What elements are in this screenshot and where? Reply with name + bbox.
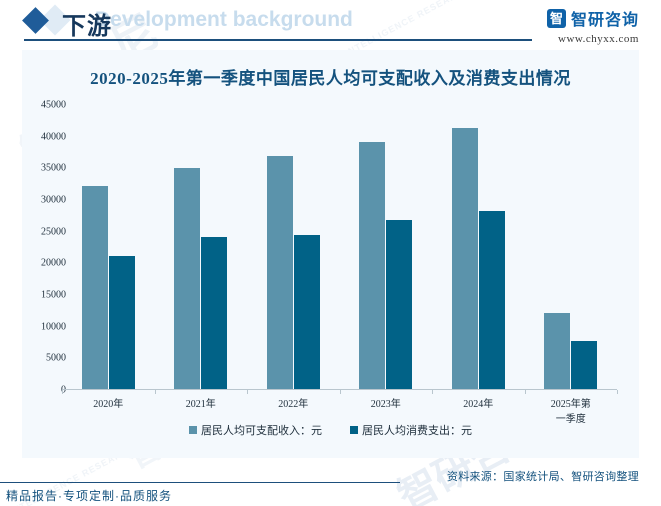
bar — [571, 340, 598, 390]
y-axis-tick-label: 35000 — [41, 162, 66, 174]
legend-swatch-icon — [350, 426, 358, 434]
brand-url: www.chyxx.com — [558, 33, 639, 45]
x-axis-ticks — [62, 105, 618, 394]
x-axis-tick — [154, 390, 156, 394]
brand-logo-icon: 智 — [546, 8, 566, 28]
chart-plot-area: 0 5000 10000 15000 20000 25000 30000 35000 40000… — [41, 100, 618, 396]
bar — [81, 186, 108, 390]
bar — [174, 167, 201, 390]
legend-swatch-icon — [189, 426, 197, 434]
header-divider — [24, 39, 532, 41]
x-axis-tick — [432, 390, 433, 394]
y-axis-tick-label: 30000 — [41, 194, 66, 206]
y-axis-tick-label: 45000 — [41, 99, 66, 111]
header-ghost-title: Development background — [95, 8, 353, 31]
header-title: 下游 — [62, 14, 112, 40]
source-note: 资料来源：国家统计局、智研咨询整理 — [446, 471, 639, 483]
x-axis-tick-label: 2021年 — [185, 399, 216, 410]
x-axis-tick — [524, 390, 526, 394]
y-axis-tick-label: 25000 — [41, 226, 66, 238]
y-axis-tick-label: 5000 — [46, 352, 66, 364]
brand-name: 智研咨询 — [570, 12, 639, 29]
bar — [293, 234, 320, 390]
bar — [359, 141, 386, 390]
bar — [451, 128, 478, 390]
legend-label: 居民人均消费支出：元 — [362, 425, 472, 437]
chart-title: 2020-2025年第一季度中国居民人均可支配收入及消费支出情况 — [90, 69, 571, 88]
y-axis: 0 5000 10000 15000 20000 25000 30000 35000 40000… — [41, 100, 617, 396]
x-axis-labels: 2020年 2021年 2022年 2023年 2024年 2025年第一季度 — [62, 395, 617, 425]
x-axis-tick — [617, 390, 618, 394]
bar — [478, 211, 505, 390]
bar — [544, 312, 571, 390]
diamond-bullet-icon — [22, 7, 49, 34]
x-axis-tick-label: 2023年 — [370, 399, 401, 410]
legend-item[interactable]: 居民人均可支配收入：元 — [189, 422, 322, 438]
x-axis-tick-label: 2025年第一季度 — [550, 399, 591, 425]
bar — [108, 255, 135, 390]
bar — [266, 156, 293, 390]
chart-card: 2020-2025年第一季度中国居民人均可支配收入及消费支出情况 0 5000 10… — [22, 50, 639, 458]
y-axis-tick-label: 40000 — [41, 131, 66, 143]
x-axis-tick — [62, 390, 63, 394]
legend-label: 居民人均可支配收入：元 — [201, 425, 322, 437]
bars-layer — [62, 105, 617, 390]
x-axis-line — [62, 389, 617, 390]
footer-divider — [0, 482, 400, 483]
chart-legend: 居民人均可支配收入：元 居民人均消费支出：元 — [22, 422, 639, 438]
bar — [386, 220, 413, 390]
legend-item[interactable]: 居民人均消费支出：元 — [350, 422, 472, 438]
x-axis-tick — [247, 390, 248, 394]
footer-tagline: 精品报告·专项定制·品质服务 — [6, 489, 172, 503]
brand-block: 智 智研咨询 www.chyxx.com — [546, 6, 639, 45]
y-axis-tick-label: 10000 — [41, 321, 66, 333]
page-header: Development background 下游 智 智研咨询 www.chy… — [0, 0, 661, 50]
bar — [201, 237, 228, 390]
x-axis-tick-label: 2024年 — [463, 399, 494, 410]
x-axis-tick — [339, 390, 341, 394]
x-axis-tick-label: 2022年 — [278, 399, 309, 410]
y-axis-tick-label: 0 — [61, 384, 66, 396]
x-axis-tick-label: 2020年 — [93, 399, 124, 410]
y-axis-tick-label: 15000 — [41, 289, 66, 301]
y-axis-tick-label: 20000 — [41, 257, 66, 269]
